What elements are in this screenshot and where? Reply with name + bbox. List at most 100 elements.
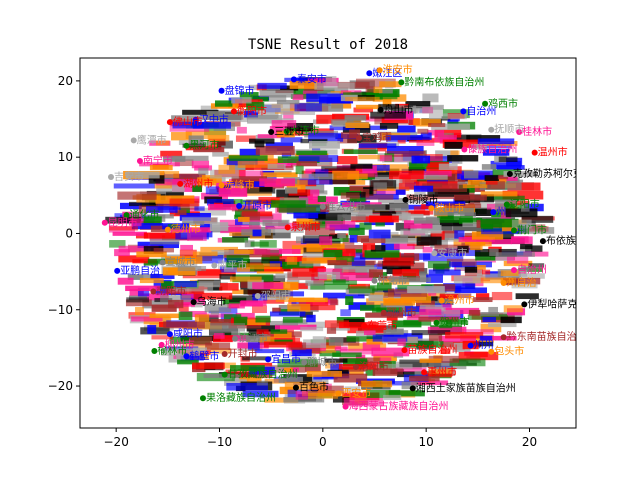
cloud-mark (470, 244, 483, 251)
cloud-mark (213, 333, 225, 339)
cloud-mark (335, 272, 374, 281)
cloud-mark (126, 297, 150, 303)
point-label: 淮安市 (383, 63, 413, 76)
cloud-mark (239, 377, 262, 385)
scatter-point (218, 87, 225, 94)
cloud-mark (205, 186, 231, 195)
cloud-mark (316, 87, 349, 95)
cloud-mark (191, 160, 210, 169)
point-label: 百色市 (299, 381, 329, 394)
cloud-mark (196, 207, 227, 216)
cloud-mark (217, 140, 233, 149)
cloud-mark (406, 194, 436, 200)
cloud-mark (250, 241, 269, 247)
cloud-mark (254, 349, 285, 354)
cloud-mark (490, 255, 514, 261)
cloud-mark (300, 183, 325, 193)
cloud-mark (147, 325, 157, 334)
cloud-mark (490, 160, 521, 170)
y-tick-label: 0 (65, 226, 73, 240)
cloud-mark (342, 392, 380, 401)
cloud-mark (308, 189, 320, 199)
cloud-mark (438, 335, 477, 342)
point-label: 州州 (474, 340, 494, 352)
cloud-mark (125, 299, 152, 307)
cloud-mark (298, 155, 339, 162)
cloud-mark (361, 238, 386, 244)
cloud-mark (174, 302, 195, 307)
cloud-mark (183, 343, 219, 350)
cloud-mark (247, 114, 283, 124)
scatter-point (183, 142, 190, 149)
cloud-mark (283, 110, 294, 120)
scatter-point (366, 70, 373, 77)
cloud-mark (419, 358, 442, 363)
cloud-mark (500, 316, 522, 324)
scatter-point (211, 262, 218, 269)
cloud-mark (239, 92, 259, 101)
point-label: 海西蒙古族藏族自治州 (349, 400, 449, 413)
cloud-mark (288, 189, 311, 196)
scatter-point (183, 353, 190, 360)
cloud-mark (261, 172, 298, 178)
cloud-mark (331, 99, 352, 109)
scatter-point (221, 371, 228, 378)
cloud-mark (400, 293, 431, 303)
cloud-mark (109, 240, 126, 248)
cloud-mark (291, 77, 324, 84)
cloud-mark (190, 302, 203, 308)
cloud-mark (365, 194, 394, 200)
cloud-mark (148, 175, 165, 184)
cloud-mark (182, 270, 222, 279)
cloud-mark (362, 243, 376, 250)
cloud-mark (332, 170, 360, 180)
cloud-mark (379, 123, 399, 129)
cloud-mark (427, 130, 445, 136)
cloud-mark (359, 222, 372, 230)
cloud-mark (376, 307, 402, 313)
cloud-mark (433, 208, 475, 216)
cloud-mark (324, 203, 361, 212)
cloud-mark (143, 232, 181, 239)
scatter-point (150, 288, 157, 295)
y-tick-label: 20 (58, 74, 73, 88)
cloud-mark (389, 170, 424, 180)
cloud-mark (305, 227, 335, 236)
cloud-mark (422, 93, 439, 103)
cloud-mark (525, 203, 544, 212)
cloud-mark (180, 244, 193, 251)
cloud-mark (296, 150, 328, 155)
scatter-point (516, 129, 523, 135)
cloud-mark (425, 372, 453, 378)
cloud-mark (511, 236, 529, 243)
cloud-mark (349, 129, 361, 138)
cloud-mark (477, 138, 515, 144)
cloud-mark (231, 176, 267, 185)
cloud-mark (259, 336, 275, 343)
cloud-mark (407, 286, 445, 294)
cloud-mark (476, 293, 490, 301)
cloud-mark (480, 191, 518, 197)
cloud-mark (434, 135, 457, 142)
cloud-mark (212, 151, 229, 157)
cloud-mark (445, 332, 484, 339)
cloud-mark (525, 245, 543, 253)
point-label: 黑河市 (189, 139, 219, 152)
cloud-mark (418, 316, 458, 322)
cloud-mark (439, 294, 459, 299)
cloud-mark (379, 211, 402, 216)
cloud-mark (465, 240, 486, 246)
cloud-mark (369, 269, 383, 278)
cloud-mark (168, 299, 184, 309)
cloud-mark (463, 170, 479, 179)
scatter-point (438, 297, 445, 304)
cloud-mark (330, 299, 339, 306)
point-label: 西安市 (341, 387, 371, 400)
cloud-mark (269, 311, 306, 317)
cloud-mark (381, 234, 409, 243)
cloud-mark (146, 206, 178, 213)
cloud-mark (427, 188, 470, 197)
cloud-mark (383, 164, 424, 172)
cloud-mark (381, 116, 408, 124)
cloud-mark (244, 110, 258, 118)
